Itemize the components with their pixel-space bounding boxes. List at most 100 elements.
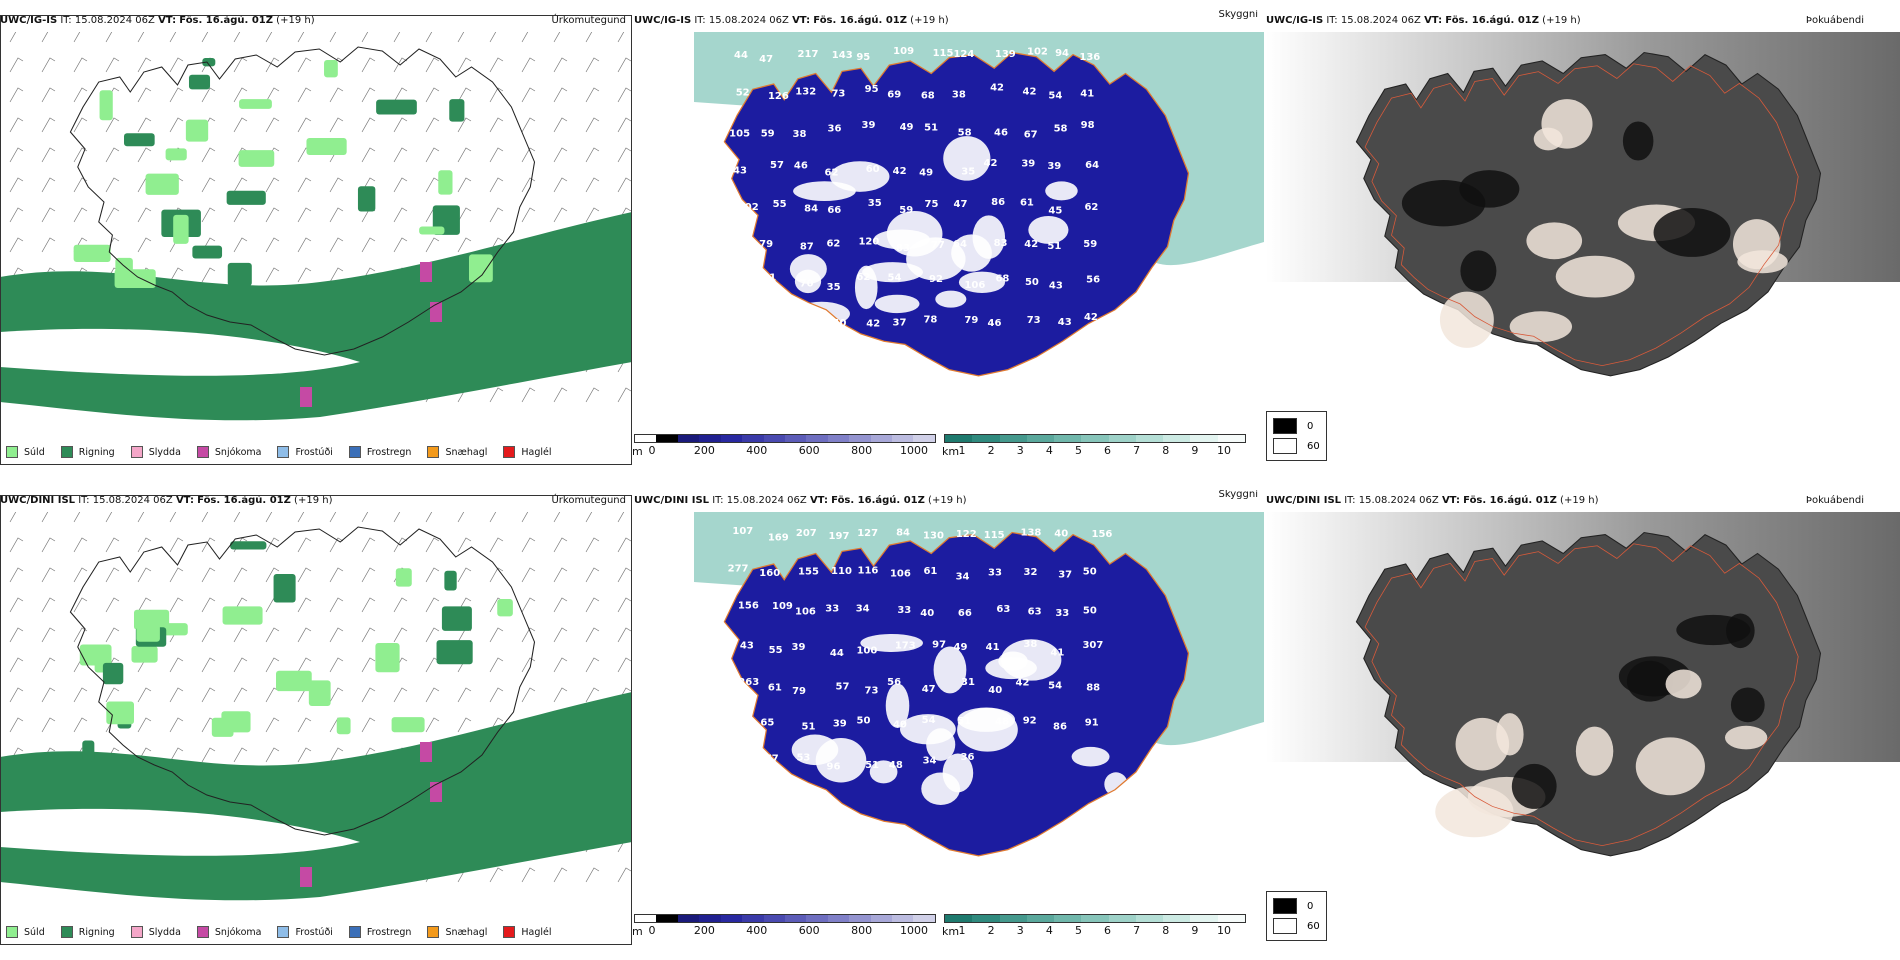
- colorbar-tick: 600: [798, 444, 820, 457]
- wind-barb: [297, 32, 305, 43]
- precip-patch: [468, 254, 493, 283]
- colorbar-tick: 3: [1016, 924, 1024, 937]
- wind-barb: [425, 597, 440, 613]
- precip-patch: [357, 186, 376, 212]
- legend-item: Rigning: [60, 446, 115, 458]
- fog-patch: [1635, 737, 1705, 796]
- precip-patch: [79, 644, 112, 666]
- wind-barb: [297, 627, 312, 643]
- precip-map[interactable]: [0, 32, 632, 442]
- colorbar-cells: [944, 914, 1246, 923]
- wind-barb: [585, 687, 600, 703]
- colorbar-cells: [634, 434, 936, 443]
- wind-barb: [265, 177, 280, 193]
- clear-patch: [789, 254, 827, 284]
- colorbar-tick: 1000: [900, 444, 928, 457]
- visibility-value-label: 57: [770, 160, 784, 171]
- wind-barb: [521, 567, 536, 583]
- colorbar-tick: 8: [1162, 444, 1170, 457]
- visibility-value-label: 42: [1024, 239, 1038, 250]
- colorbar-tick: 0: [648, 444, 656, 457]
- vt-label: VT:: [809, 495, 828, 506]
- wind-barb: [425, 177, 440, 193]
- fog-patch: [1653, 208, 1731, 257]
- colorbar-tick: 9: [1191, 924, 1199, 937]
- visibility-value-label: 48: [889, 760, 903, 771]
- wind-barb: [169, 717, 184, 733]
- wind-barb: [233, 657, 248, 673]
- visibility-value-label: 87: [800, 242, 814, 253]
- wind-barb: [9, 567, 24, 583]
- wind-barb: [201, 537, 216, 553]
- colorbar-ticks: 0 200 400 600 800 1000: [634, 924, 936, 938]
- visibility-colorbar: km 1 2 3 4 5 6 7 8 9 10: [942, 914, 1246, 938]
- visibility-value-label: 59: [899, 205, 913, 216]
- precip-patch: [227, 262, 252, 287]
- wind-barb: [585, 657, 600, 673]
- fog-key-label: 0: [1307, 420, 1314, 432]
- fog-map-svg: [1266, 32, 1900, 377]
- wind-barb: [489, 567, 504, 583]
- clear-patch: [815, 737, 867, 783]
- wind-barb: [169, 267, 184, 283]
- visibility-value-label: 63: [996, 604, 1010, 615]
- wind-barb: [457, 537, 472, 553]
- fog-map[interactable]: [1266, 32, 1900, 432]
- legend-swatch: [196, 446, 209, 458]
- wind-barb: [521, 57, 536, 73]
- visibility-value-label: 54: [1048, 681, 1062, 692]
- precip-patch: [441, 606, 472, 631]
- visibility-value-label: 38: [1023, 639, 1037, 650]
- precip-map-svg: [0, 512, 632, 901]
- wind-barb: [585, 117, 600, 133]
- wind-barb: [169, 87, 184, 103]
- visibility-value-label: 77: [931, 240, 945, 251]
- visibility-value-label: 59: [761, 128, 775, 139]
- visibility-value-label: 62: [826, 239, 840, 250]
- wind-barb: [265, 267, 280, 283]
- visibility-value-label: 173: [895, 640, 916, 651]
- visibility-map[interactable]: 44 47 217 143 95 109 115 124 139 102 94 136 52 126 132…: [634, 32, 1264, 432]
- wind-barb: [137, 597, 152, 613]
- visibility-value-label: 62: [1084, 202, 1098, 213]
- river-lines: [1364, 543, 1799, 847]
- wind-barb: [9, 717, 24, 733]
- colorbar-cell: [999, 915, 1027, 922]
- precip-map[interactable]: [0, 512, 632, 922]
- visibility-value-label: 138: [1021, 527, 1042, 538]
- wind-barb: [553, 627, 568, 643]
- precip-patch: [145, 173, 179, 195]
- precip-patch: [449, 99, 465, 122]
- colorbar-tick: 7: [1133, 444, 1141, 457]
- visibility-value-label: 107: [732, 526, 753, 537]
- wind-barb: [41, 32, 49, 43]
- precip-patch: [211, 717, 234, 737]
- visibility-value-label: 39: [1047, 161, 1061, 172]
- visibility-value-label: 59: [1083, 239, 1097, 250]
- visibility-value-label: 102: [738, 202, 759, 213]
- visibility-value-label: 95: [856, 52, 870, 63]
- visibility-value-label: 69: [887, 90, 901, 101]
- wind-barb: [329, 87, 344, 103]
- colorbar-tick: 2: [987, 924, 995, 937]
- visibility-map[interactable]: 107 169 207 197 127 84 130 122 115 138 40 156 277 160…: [634, 512, 1264, 912]
- coastline: [69, 526, 536, 836]
- colorbar-cell: [849, 435, 871, 442]
- visibility-value-label: 83: [994, 238, 1008, 249]
- visibility-value-label: 77: [765, 754, 779, 765]
- wind-barb: [265, 567, 280, 583]
- visibility-value-label: 64: [1085, 160, 1099, 171]
- wind-barb: [489, 512, 497, 523]
- dry-gap: [0, 328, 360, 376]
- precip-patch: [419, 226, 445, 235]
- wind-barb: [457, 567, 472, 583]
- wind-barb: [361, 117, 376, 133]
- fog-map[interactable]: [1266, 512, 1900, 912]
- wind-barb: [617, 627, 632, 643]
- visibility-value-label: 39: [862, 120, 876, 131]
- precip-patch: [173, 214, 189, 244]
- wind-barb: [9, 512, 17, 523]
- wind-barb: [233, 87, 248, 103]
- wind-barb: [265, 207, 280, 223]
- wind-barb: [457, 177, 472, 193]
